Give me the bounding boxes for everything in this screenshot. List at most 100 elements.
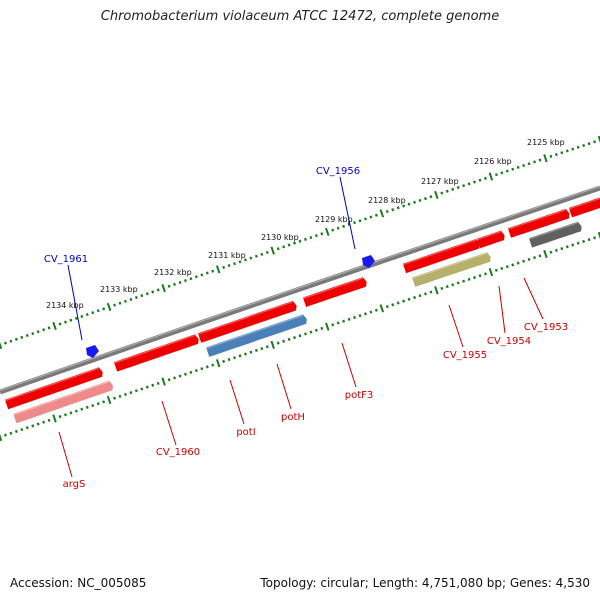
scale-label: 2128 kbp bbox=[368, 196, 406, 205]
ruler-tick bbox=[118, 394, 122, 398]
ruler-tick bbox=[9, 339, 13, 343]
ruler-tick bbox=[484, 272, 487, 276]
ruler-tick bbox=[243, 258, 247, 262]
ruler-tick bbox=[483, 176, 487, 180]
gene-small-1 bbox=[507, 224, 524, 238]
label-cv1954: CV_1954 bbox=[487, 336, 531, 347]
ruler-tick bbox=[96, 402, 100, 406]
ruler-tick bbox=[183, 372, 187, 376]
ruler-tick bbox=[565, 149, 569, 153]
label-cv1954-leader bbox=[498, 285, 506, 334]
ruler-tick bbox=[369, 215, 373, 219]
ruler-tick bbox=[462, 184, 466, 188]
ruler-tick bbox=[385, 304, 389, 309]
gene-cv1955-feature-sheen bbox=[411, 252, 488, 279]
ruler-tick bbox=[31, 331, 35, 336]
ruler-tick bbox=[173, 376, 177, 380]
ruler-tick bbox=[129, 297, 133, 302]
ruler-tick bbox=[227, 357, 231, 362]
gene-right-edge bbox=[568, 197, 600, 218]
ruler-tick bbox=[3, 433, 7, 437]
ruler-tick bbox=[85, 405, 89, 409]
inner-scale-ruler bbox=[0, 231, 600, 442]
ruler-tick bbox=[238, 354, 242, 358]
gene-cv1953-top-sheen bbox=[519, 209, 567, 226]
ruler-tick bbox=[161, 377, 166, 386]
ruler-tick bbox=[434, 190, 439, 200]
gene-cv1955-sheen bbox=[402, 239, 477, 266]
ruler-tick bbox=[189, 277, 193, 281]
ruler-tick bbox=[314, 328, 318, 332]
ruler-tick bbox=[488, 267, 494, 277]
ruler-tick bbox=[413, 295, 416, 300]
label-cv1955: CV_1955 bbox=[443, 350, 487, 361]
ruler-tick bbox=[233, 356, 237, 360]
ruler-tick bbox=[505, 169, 509, 173]
gene-cv1953-feature bbox=[528, 221, 582, 248]
scale-label: 2130 kbp bbox=[261, 233, 299, 242]
ruler-tick bbox=[36, 422, 40, 426]
ruler-tick bbox=[167, 378, 171, 382]
ruler-tick bbox=[211, 269, 215, 273]
ruler-tick bbox=[265, 345, 269, 349]
ruler-tick bbox=[467, 277, 471, 281]
ruler-tick bbox=[293, 335, 297, 340]
ruler-tick bbox=[200, 367, 204, 371]
ruler-tick bbox=[342, 224, 346, 228]
ruler-tick bbox=[102, 307, 106, 311]
scale-label: 2133 kbp bbox=[100, 285, 138, 294]
ruler-tick bbox=[211, 363, 215, 367]
ruler-tick bbox=[374, 213, 378, 217]
scale-label: 2129 kbp bbox=[315, 215, 353, 224]
ruler-tick bbox=[549, 250, 553, 254]
ruler-tick bbox=[151, 290, 155, 294]
gene-potH bbox=[242, 300, 297, 328]
ruler-tick bbox=[161, 283, 166, 293]
ruler-tick bbox=[58, 415, 62, 419]
ruler-tick bbox=[325, 322, 330, 331]
ruler-tick bbox=[413, 200, 417, 204]
label-cv1961: CV_1961 bbox=[44, 254, 88, 265]
ruler-tick bbox=[140, 387, 144, 391]
ruler-tick bbox=[516, 261, 520, 265]
ruler-tick bbox=[145, 385, 149, 389]
ruler-tick bbox=[20, 428, 24, 432]
ruler-tick bbox=[254, 348, 258, 352]
ruler-tick bbox=[582, 239, 586, 243]
ruler-tick bbox=[118, 301, 122, 305]
ruler-tick bbox=[587, 238, 591, 242]
ruler-tick bbox=[597, 231, 600, 240]
ruler-tick bbox=[320, 326, 324, 331]
ruler-tick bbox=[488, 172, 494, 181]
ruler-tick bbox=[331, 228, 335, 232]
ruler-tick bbox=[533, 160, 537, 164]
ruler-tick bbox=[102, 400, 106, 404]
ruler-tick bbox=[494, 268, 498, 272]
gene-argS-feature-sheen bbox=[13, 381, 110, 416]
ruler-tick bbox=[265, 250, 269, 255]
scale-label: 2127 kbp bbox=[421, 177, 459, 186]
ruler-tick bbox=[91, 403, 95, 408]
ruler-tick bbox=[440, 286, 444, 290]
ruler-tick bbox=[63, 320, 67, 324]
ruler-tick bbox=[134, 389, 138, 393]
label-cv1960-leader bbox=[161, 400, 177, 446]
ruler-tick bbox=[424, 292, 427, 296]
scale-label: 2131 kbp bbox=[208, 251, 246, 260]
ruler-tick bbox=[123, 392, 127, 397]
feature-marker bbox=[86, 345, 99, 358]
ruler-tick bbox=[287, 243, 291, 247]
gene-right-edge-sheen bbox=[568, 197, 600, 210]
ruler-tick bbox=[189, 370, 193, 374]
ruler-tick bbox=[391, 303, 395, 307]
ruler-tick bbox=[298, 334, 302, 338]
ruler-tick bbox=[325, 227, 330, 237]
ruler-tick bbox=[31, 424, 35, 428]
gene-argS-forward-sheen bbox=[4, 367, 100, 402]
ruler-tick bbox=[0, 433, 3, 442]
ruler-tick bbox=[402, 299, 406, 303]
ruler-tick bbox=[571, 243, 575, 247]
ruler-tick bbox=[407, 297, 411, 301]
ruler-tick bbox=[129, 391, 133, 395]
gene-cv1954 bbox=[476, 230, 505, 249]
